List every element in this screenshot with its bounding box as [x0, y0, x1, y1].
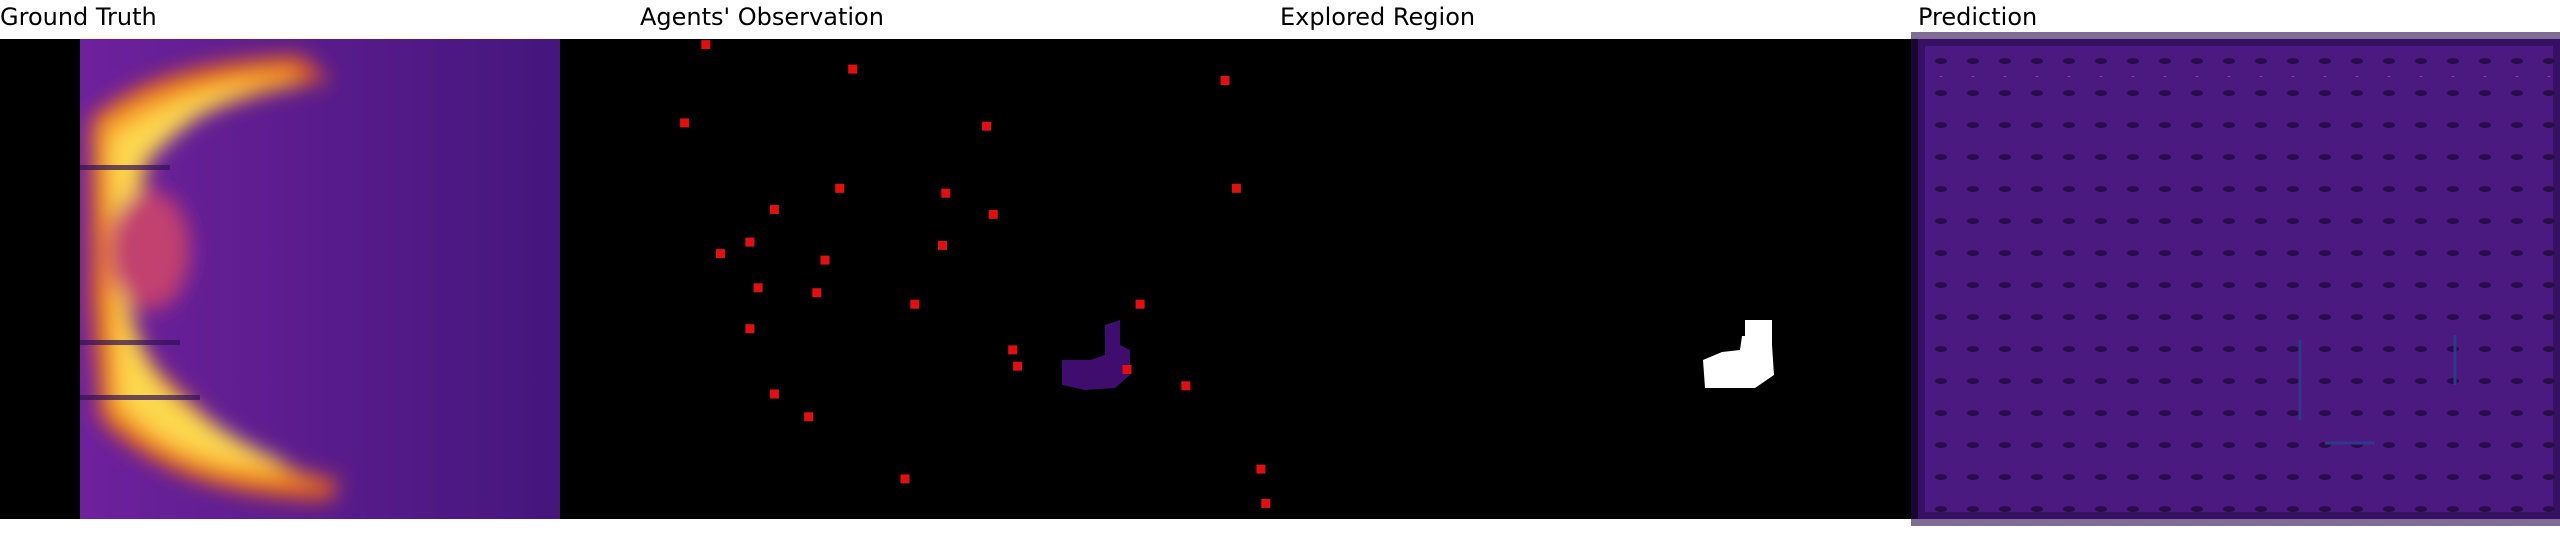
agents — [680, 40, 1271, 508]
agent — [988, 209, 998, 219]
agent — [848, 64, 858, 74]
agent — [1261, 498, 1271, 508]
agent — [769, 389, 779, 399]
agent — [982, 121, 992, 131]
agent — [1008, 345, 1018, 355]
agent — [716, 249, 725, 259]
agent — [910, 299, 920, 309]
agent — [753, 283, 763, 293]
panel-title: Prediction — [1918, 3, 2037, 31]
agent — [769, 205, 779, 214]
agent — [941, 188, 951, 198]
agent — [1181, 381, 1191, 391]
agent — [804, 412, 814, 422]
explored-region — [1703, 320, 1774, 388]
panel-title: Ground Truth — [0, 3, 157, 31]
agent — [835, 183, 845, 193]
agent — [701, 40, 711, 50]
agent — [680, 118, 690, 128]
agent — [820, 255, 830, 265]
agent — [1231, 183, 1241, 193]
agent — [1122, 365, 1132, 374]
agent — [1256, 464, 1266, 474]
agent — [1013, 361, 1023, 371]
image-border — [0, 39, 80, 519]
agent — [745, 324, 755, 334]
observed-region — [1062, 320, 1130, 390]
prediction-image — [1911, 32, 2560, 526]
ground-truth-image — [80, 39, 560, 519]
observation-background — [560, 39, 1918, 519]
agent — [745, 237, 755, 247]
agent — [938, 240, 947, 250]
panel-title: Agents' Observation — [640, 3, 884, 31]
agent — [812, 288, 822, 298]
agent — [1135, 299, 1145, 309]
agent — [1220, 76, 1230, 85]
agent — [900, 474, 910, 484]
panel-title: Explored Region — [1280, 3, 1475, 31]
